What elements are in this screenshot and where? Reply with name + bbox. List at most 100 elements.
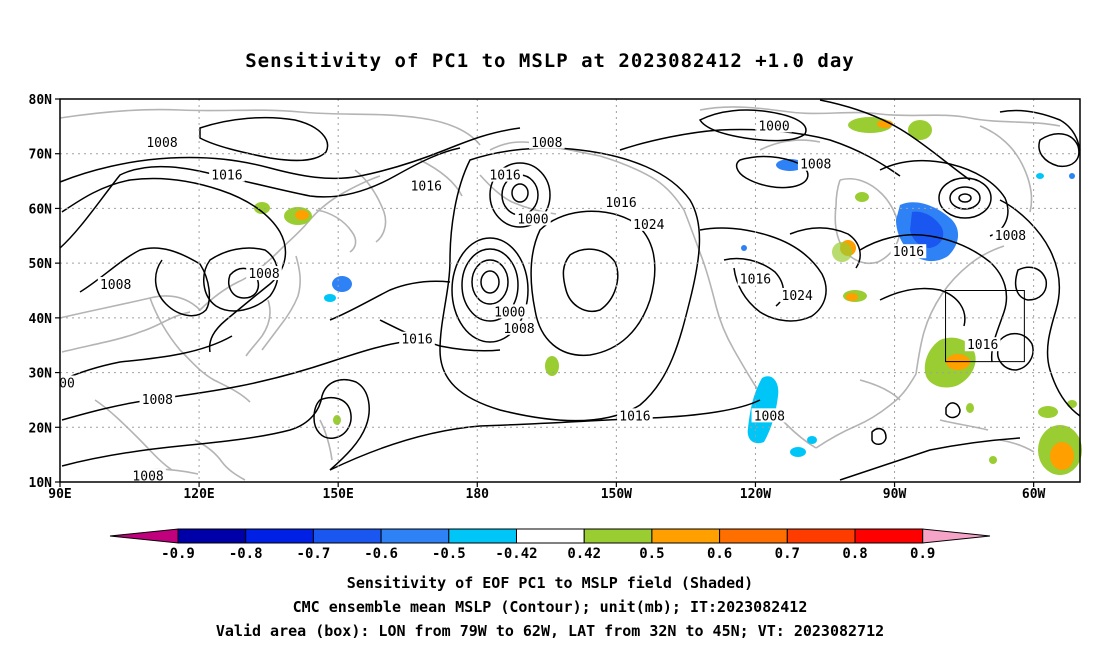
- contour-label: 1016: [401, 333, 432, 348]
- contour-label: 1000: [494, 305, 525, 320]
- contour-label: 1016: [967, 338, 998, 353]
- lon-tick-label: 60W: [1022, 487, 1046, 502]
- contour-label-bg: [57, 375, 77, 390]
- contour-label: 1016: [740, 273, 771, 288]
- colorbar-label: -0.5: [432, 546, 466, 562]
- colorbar-label: -0.7: [297, 546, 331, 562]
- contour-label: 1024: [782, 289, 813, 304]
- contour-label: 00: [59, 377, 75, 392]
- lat-tick-label: 40N: [29, 312, 53, 327]
- colorbar-right-arrow: [922, 528, 991, 544]
- contour-label-bg: [487, 167, 523, 182]
- graticule: [60, 99, 1080, 482]
- contour-label: 1016: [893, 245, 924, 260]
- contour-labels: 1008 1016 1016 1016 1008 1000 1016 1024 1008 1008…: [57, 118, 1029, 485]
- contour-label: 1016: [211, 169, 242, 184]
- colorbar-label: 0.8: [842, 546, 867, 562]
- colorbar-segment: [583, 528, 653, 544]
- contour-label-bg: [603, 194, 639, 209]
- contour-label-bg: [209, 167, 245, 182]
- contour-label: 1008: [132, 470, 163, 485]
- colorbar-segment: [651, 528, 721, 544]
- colorbar-label: 0.7: [775, 546, 800, 562]
- sensitivity-shading: [254, 117, 1082, 475]
- colorbar-segment: [177, 528, 247, 544]
- lon-tick-label: 180: [466, 487, 490, 502]
- lon-tick-label: 120E: [183, 487, 214, 502]
- contour-label-bg: [246, 266, 282, 281]
- footer-line-3: Valid area (box): LON from 79W to 62W, L…: [215, 622, 885, 640]
- contour-label-bg: [515, 211, 551, 226]
- colorbar-label: -0.8: [229, 546, 263, 562]
- contour-label: 1008: [146, 136, 177, 151]
- contour-label-bg: [491, 304, 528, 319]
- colorbar: -0.9 -0.8 -0.7 -0.6 -0.5 -0.42 0.42 0.5 0.6 0.7 0.…: [109, 528, 991, 562]
- contour-label: 1008: [248, 267, 279, 282]
- contour-label: 1008: [995, 229, 1026, 244]
- lat-tick-label: 30N: [29, 367, 53, 382]
- contour-label: 1016: [619, 409, 650, 424]
- contour-label-bg: [737, 271, 774, 286]
- contour-label: 1016: [411, 180, 442, 195]
- contour-label: 1016: [489, 169, 520, 184]
- colorbar-segment: [516, 528, 585, 544]
- lat-tick-label: 70N: [29, 148, 53, 163]
- contour-label-bg: [992, 227, 1029, 242]
- lon-tick-label: 150E: [323, 487, 354, 502]
- colorbar-label: 0.5: [639, 546, 664, 562]
- contour-label-bg: [797, 156, 834, 171]
- colorbar-segment: [380, 528, 450, 544]
- lon-tick-label: 90E: [48, 487, 71, 502]
- colorbar-segment: [312, 528, 382, 544]
- colorbar-label: -0.42: [495, 546, 537, 562]
- contour-label: 1008: [754, 409, 785, 424]
- lon-tick-label: 150W: [601, 487, 632, 502]
- contour-label-bg: [890, 244, 927, 259]
- lat-tick-label: 50N: [29, 257, 53, 272]
- colorbar-label: -0.9: [161, 546, 195, 562]
- contour-label-bg: [964, 337, 1001, 352]
- colorbar-segment: [786, 528, 856, 544]
- colorbar-label: -0.6: [364, 546, 398, 562]
- contour-label: 1008: [800, 158, 831, 173]
- contour-label: 1008: [503, 322, 534, 337]
- contour-label: 1000: [517, 212, 548, 227]
- contour-label-bg: [529, 134, 565, 149]
- map-frame: [59, 98, 1081, 483]
- contour-label: 1000: [758, 119, 789, 134]
- contour-label-bg: [97, 277, 134, 292]
- contour-label-bg: [779, 287, 815, 302]
- colorbar-label: 0.6: [707, 546, 732, 562]
- lat-tick-label: 10N: [29, 476, 53, 491]
- lat-tick-label: 80N: [29, 93, 53, 108]
- colorbar-segment: [719, 528, 788, 544]
- lat-tick-label: 60N: [29, 202, 53, 217]
- contour-label-bg: [399, 331, 435, 346]
- lon-tick-label: 90W: [883, 487, 907, 502]
- contour-label-bg: [617, 408, 653, 423]
- colorbar-segment: [854, 528, 924, 544]
- footer-line-2: CMC ensemble mean MSLP (Contour); unit(m…: [292, 598, 808, 616]
- contour-label: 1024: [633, 218, 664, 233]
- contour-label-bg: [139, 391, 176, 406]
- latitude-tick-labels: 80N 70N 60N 50N 40N 30N 20N 10N: [29, 93, 60, 491]
- contour-label-bg: [130, 468, 166, 483]
- lat-tick-label: 20N: [29, 421, 53, 436]
- contour-label: 1008: [100, 278, 131, 293]
- colorbar-segment: [245, 528, 314, 544]
- colorbar-label: 0.9: [910, 546, 935, 562]
- pressure-contours: [59, 99, 1081, 481]
- contour-label: 1008: [142, 393, 173, 408]
- valid-area-box: [945, 290, 1025, 363]
- contour-label: 1016: [605, 196, 636, 211]
- contour-label-bg: [501, 320, 537, 335]
- contour-label-bg: [144, 134, 180, 149]
- colorbar-label: 0.42: [567, 546, 601, 562]
- contour-label-bg: [408, 178, 445, 193]
- map-title: Sensitivity of PC1 to MSLP at 2023082412…: [245, 50, 855, 72]
- contour-label: 1008: [531, 136, 562, 151]
- colorbar-segment: [448, 528, 517, 544]
- contour-label-bg: [751, 408, 788, 423]
- coastlines: [59, 106, 1061, 481]
